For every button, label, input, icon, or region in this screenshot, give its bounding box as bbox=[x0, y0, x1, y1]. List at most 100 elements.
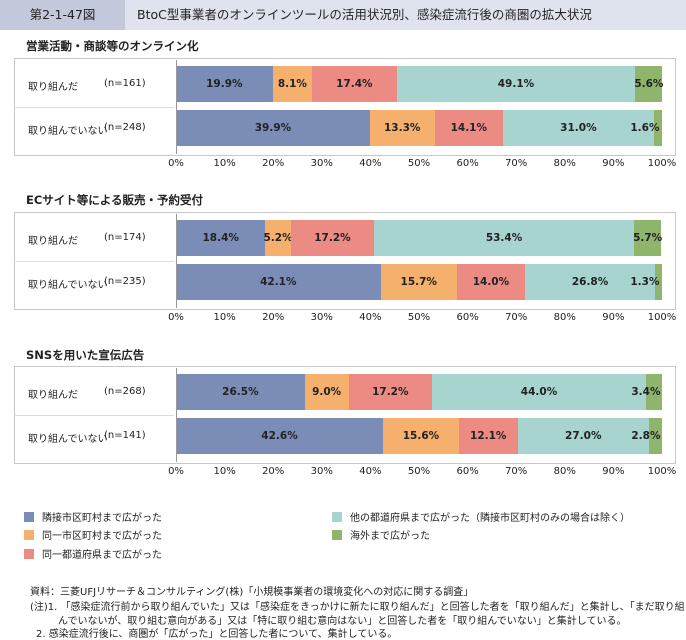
tick-label: 80% bbox=[553, 312, 576, 323]
category-axis-line bbox=[176, 368, 177, 462]
legend-item: 他の都道府県まで広がった（隣接市区町村のみの場合は除く） bbox=[332, 509, 630, 524]
data-label: 42.6% bbox=[261, 430, 298, 442]
legend-swatch bbox=[24, 548, 34, 559]
data-label: 18.4% bbox=[202, 232, 239, 244]
bar-segment: 5.7% bbox=[633, 220, 663, 256]
bar-segment: 5.6% bbox=[634, 66, 664, 102]
bar-segment: 44.0% bbox=[432, 374, 646, 410]
legend-swatch bbox=[332, 511, 342, 522]
data-label: 12.1% bbox=[470, 430, 507, 442]
bar-segment: 15.6% bbox=[383, 418, 459, 454]
tick-label: 90% bbox=[602, 158, 625, 169]
row-separator bbox=[14, 415, 174, 416]
bar-segment: 3.4% bbox=[631, 374, 663, 410]
data-label: 3.4% bbox=[631, 386, 661, 398]
tick-label: 80% bbox=[553, 158, 576, 169]
bar-segment: 13.3% bbox=[369, 110, 435, 146]
row-n-label: (n=268) bbox=[104, 386, 146, 397]
tick-label: 40% bbox=[359, 466, 382, 477]
data-label: 31.0% bbox=[560, 122, 597, 134]
tick-label: 0% bbox=[168, 158, 184, 169]
row-label: 取り組んでいない bbox=[28, 434, 108, 445]
data-label: 39.9% bbox=[254, 122, 292, 134]
data-label: 26.5% bbox=[222, 386, 259, 398]
bar-segment: 27.0% bbox=[517, 418, 649, 454]
note-1-cont: んでいないが、取り組む意向がある」又は「特に取り組む意向はない」と回答した者を「… bbox=[58, 616, 627, 627]
data-label: 5.6% bbox=[634, 78, 664, 90]
bar-segment: 9.0% bbox=[304, 374, 349, 410]
bar-segment: 14.0% bbox=[456, 264, 525, 300]
legend-item: 隣接市区町村まで広がった bbox=[24, 509, 162, 524]
data-label: 44.0% bbox=[520, 386, 558, 398]
data-label: 17.4% bbox=[336, 78, 373, 90]
data-label: 8.1% bbox=[277, 78, 307, 90]
legend-label: 同一都道府県まで広がった bbox=[42, 550, 162, 561]
data-label: 14.1% bbox=[450, 122, 488, 134]
row-n-label: (n=141) bbox=[104, 430, 146, 441]
tick-label: 20% bbox=[262, 158, 285, 169]
bar-segment: 18.4% bbox=[176, 220, 266, 256]
legend-item: 同一市区町村まで広がった bbox=[24, 527, 162, 542]
legend-swatch bbox=[332, 529, 342, 540]
bar-segment: 17.2% bbox=[290, 220, 375, 256]
bar-segment: 26.5% bbox=[176, 374, 305, 410]
row-n-label: (n=235) bbox=[104, 276, 146, 287]
category-axis-line bbox=[176, 214, 177, 308]
data-label: 5.7% bbox=[633, 232, 663, 244]
legend-label: 他の都道府県まで広がった（隣接市区町村のみの場合は除く） bbox=[350, 513, 630, 524]
tick-label: 20% bbox=[262, 312, 285, 323]
row-label: 取り組んだ bbox=[28, 390, 78, 401]
bar-segment: 1.3% bbox=[630, 264, 662, 300]
data-label: 1.6% bbox=[630, 122, 660, 134]
bar-segment: 42.6% bbox=[176, 418, 384, 454]
row-label: 取り組んだ bbox=[28, 236, 78, 247]
tick-label: 10% bbox=[213, 466, 236, 477]
row-n-label: (n=248) bbox=[104, 122, 146, 133]
row-n-label: (n=174) bbox=[104, 232, 146, 243]
bar-segment: 39.9% bbox=[176, 110, 370, 146]
tick-label: 40% bbox=[359, 312, 382, 323]
row-separator bbox=[14, 261, 174, 262]
tick-label: 10% bbox=[213, 312, 236, 323]
bar-segment: 26.8% bbox=[524, 264, 656, 300]
tick-label: 70% bbox=[505, 466, 528, 477]
figure-number: 第2-1-47図 bbox=[0, 0, 125, 30]
row-label: 取り組んでいない bbox=[28, 280, 108, 291]
bar-segment: 53.4% bbox=[374, 220, 634, 256]
tick-label: 30% bbox=[310, 466, 333, 477]
tick-label: 100% bbox=[647, 312, 677, 323]
tick-label: 60% bbox=[456, 312, 479, 323]
legend-item: 海外まで広がった bbox=[332, 527, 430, 542]
bar-segment: 15.7% bbox=[380, 264, 457, 300]
tick-label: 90% bbox=[602, 312, 625, 323]
bar-segment: 49.1% bbox=[396, 66, 636, 102]
legend-label: 同一市区町村まで広がった bbox=[42, 531, 162, 542]
bar-segment: 31.0% bbox=[503, 110, 654, 146]
tick-label: 100% bbox=[647, 466, 677, 477]
tick-label: 0% bbox=[168, 466, 184, 477]
data-label: 42.1% bbox=[260, 276, 297, 288]
tick-label: 100% bbox=[647, 158, 677, 169]
data-label: 27.0% bbox=[565, 430, 602, 442]
note-2: 2. 感染症流行後に、商圏が「広がった」と回答した者について、集計している。 bbox=[36, 629, 398, 640]
chart-title: SNSを用いた宣伝広告 bbox=[26, 348, 145, 362]
data-label: 19.9% bbox=[206, 78, 243, 90]
tick-label: 70% bbox=[505, 312, 528, 323]
data-label: 17.2% bbox=[314, 232, 351, 244]
tick-label: 80% bbox=[553, 466, 576, 477]
tick-label: 0% bbox=[168, 312, 184, 323]
figure-header: 第2-1-47図 BtoC型事業者のオンラインツールの活用状況別、感染症流行後の… bbox=[0, 0, 686, 30]
figure-title: BtoC型事業者のオンラインツールの活用状況別、感染症流行後の商圏の拡大状況 bbox=[137, 7, 592, 22]
bar-segment: 17.2% bbox=[348, 374, 433, 410]
tick-label: 30% bbox=[310, 158, 333, 169]
row-n-label: (n=161) bbox=[104, 78, 146, 89]
data-label: 26.8% bbox=[571, 276, 609, 288]
data-label: 13.3% bbox=[384, 122, 421, 134]
data-label: 5.2% bbox=[263, 232, 293, 244]
data-label: 49.1% bbox=[497, 78, 535, 90]
bar-segment: 17.4% bbox=[312, 66, 397, 102]
tick-label: 90% bbox=[602, 466, 625, 477]
chart-title: 営業活動・商談等のオンライン化 bbox=[26, 39, 199, 53]
category-axis-line bbox=[176, 60, 177, 154]
tick-label: 20% bbox=[262, 466, 285, 477]
